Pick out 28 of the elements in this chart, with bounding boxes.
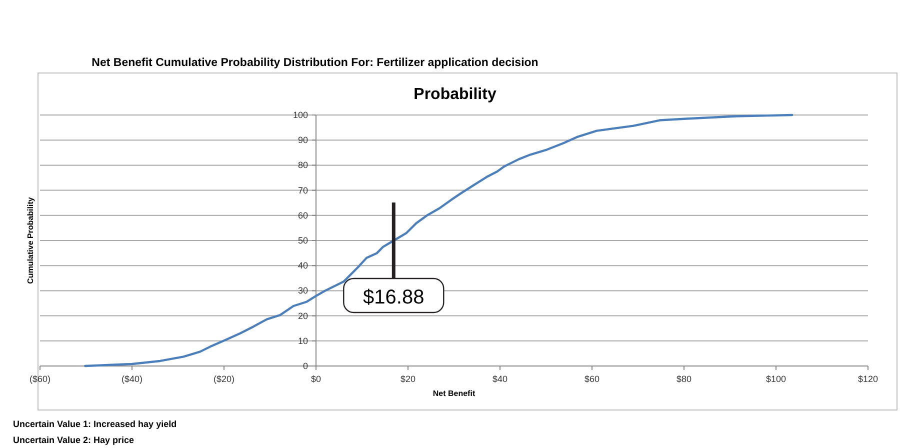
x-tick-label: $100 (766, 374, 786, 384)
x-tick-label: $40 (492, 374, 508, 384)
x-tick-label: $20 (400, 374, 416, 384)
y-tick-label: 60 (298, 210, 308, 220)
chart-title: Probability (414, 86, 496, 103)
y-axis-title: Cumulative Probability (26, 196, 35, 284)
text: Uncertain Value 1: Increased hay yield (13, 419, 177, 429)
y-tick-label: 80 (298, 160, 308, 170)
y-tick-label: 20 (298, 310, 308, 321)
y-tick-label: 70 (298, 185, 308, 196)
x-tick-label: $120 (858, 374, 878, 384)
x-tick-label: ($20) (213, 374, 235, 384)
x-tick-label: ($60) (29, 374, 51, 384)
text: Uncertain Value 2: Hay price (13, 435, 134, 445)
annotation: $16.88 (363, 286, 424, 308)
y-tick-label: 100 (292, 110, 308, 120)
x-tick-label: ($40) (121, 374, 143, 384)
x-tick-label: $80 (676, 374, 692, 384)
x-axis-title: Net Benefit (432, 389, 476, 398)
y-tick-label: 90 (298, 135, 308, 146)
line-series (84, 114, 794, 368)
y-tick-label: 30 (298, 286, 308, 296)
y-tick-label: 50 (298, 236, 308, 246)
x-tick-label: $60 (584, 374, 600, 384)
y-tick-label: 40 (298, 260, 308, 271)
y-tick-label: 10 (298, 336, 308, 346)
x-tick-label: $0 (310, 374, 322, 384)
chart-subtitle: Net Benefit Cumulative Probability Distribution For: Fertilizer application decision (92, 57, 538, 69)
